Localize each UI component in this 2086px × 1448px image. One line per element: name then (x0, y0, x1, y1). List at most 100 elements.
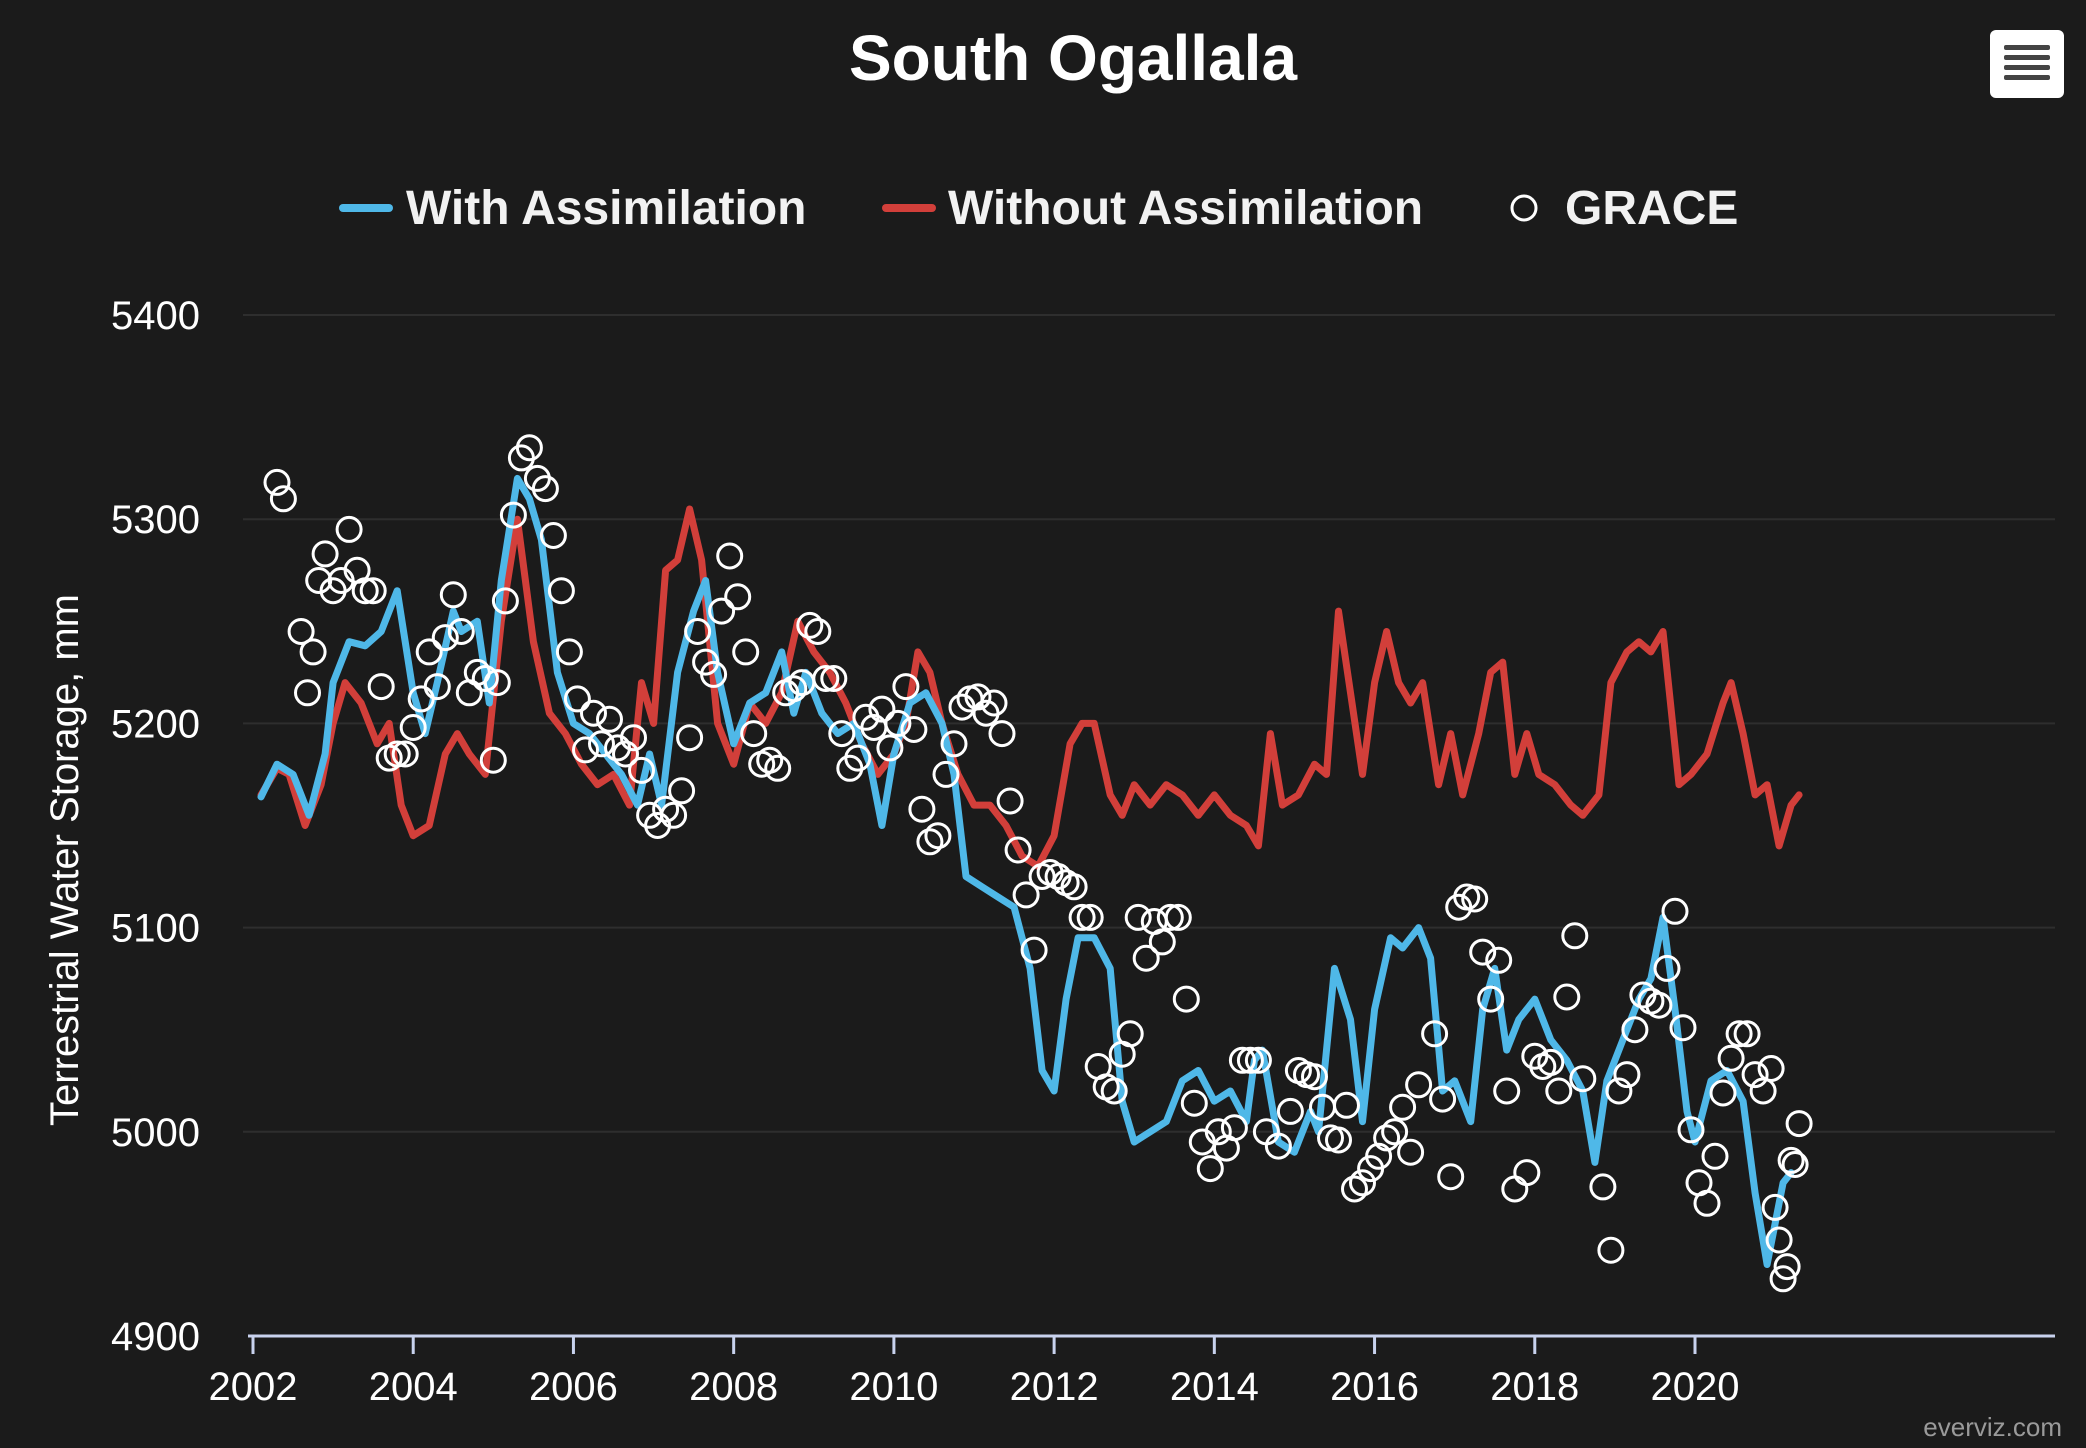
grace-point[interactable] (1421, 1020, 1449, 1048)
grace-point[interactable] (1605, 1077, 1633, 1105)
grace-point[interactable] (820, 665, 848, 692)
grace-point[interactable] (335, 515, 363, 543)
grace-point[interactable] (796, 611, 824, 639)
grace-point[interactable] (1220, 1114, 1248, 1142)
grace-point[interactable] (1397, 1138, 1425, 1166)
grace-point[interactable] (1100, 1077, 1128, 1105)
grace-point[interactable] (1020, 936, 1048, 964)
grace-point[interactable] (1589, 1173, 1617, 1201)
grace-point[interactable] (1264, 1132, 1292, 1160)
menu-button-background[interactable] (1990, 30, 2064, 98)
grace-point[interactable] (916, 828, 944, 856)
grace-point[interactable] (1228, 1046, 1256, 1074)
grace-point[interactable] (732, 638, 760, 666)
grace-point[interactable] (1405, 1071, 1433, 1099)
grace-point[interactable] (580, 699, 607, 727)
series-line-with-assimilation[interactable] (257, 474, 1795, 1268)
grace-point[interactable] (471, 665, 499, 692)
grace-point[interactable] (1501, 1175, 1529, 1203)
grace-point[interactable] (439, 581, 467, 609)
grace-point[interactable] (668, 777, 696, 805)
grace-point[interactable] (1437, 1163, 1465, 1191)
grace-point[interactable] (269, 485, 297, 513)
grace-point[interactable] (1725, 1020, 1753, 1048)
grace-point[interactable] (1477, 985, 1505, 1013)
grace-point[interactable] (660, 801, 688, 829)
grace-point[interactable] (1196, 1155, 1224, 1183)
grace-point[interactable] (684, 618, 712, 645)
grace-point[interactable] (1204, 1118, 1232, 1146)
grace-point[interactable] (1461, 885, 1489, 913)
grace-point[interactable] (1545, 1077, 1573, 1105)
legend-item-without-assimilation[interactable]: Without Assimilation (882, 182, 1423, 235)
grace-point[interactable] (1513, 1159, 1541, 1187)
grace-point[interactable] (1124, 903, 1152, 931)
grace-point[interactable] (988, 720, 1016, 748)
grace-point[interactable] (1429, 1085, 1457, 1113)
grace-point[interactable] (1485, 946, 1513, 974)
grace-point[interactable] (940, 730, 968, 758)
grace-point[interactable] (1325, 1126, 1352, 1154)
grace-point[interactable] (299, 638, 327, 666)
credits-link[interactable]: everviz.com (1923, 1412, 2062, 1442)
grace-point[interactable] (391, 740, 419, 768)
grace-point[interactable] (1733, 1020, 1761, 1048)
grace-point[interactable] (555, 638, 583, 666)
grace-point[interactable] (1777, 1146, 1805, 1174)
grace-point[interactable] (1164, 903, 1192, 931)
grace-point[interactable] (1569, 1065, 1597, 1093)
grace-point[interactable] (652, 795, 680, 823)
grace-point[interactable] (908, 795, 936, 823)
grace-point[interactable] (1381, 1118, 1409, 1146)
grace-point[interactable] (756, 746, 784, 774)
grace-point[interactable] (980, 689, 1008, 717)
grace-point[interactable] (1765, 1226, 1793, 1254)
grace-point[interactable] (1301, 1063, 1328, 1091)
grace-point[interactable] (1741, 1061, 1769, 1089)
legend-item-grace[interactable]: GRACE (1510, 182, 1738, 235)
grace-point[interactable] (844, 744, 872, 772)
grace-point[interactable] (1060, 873, 1088, 901)
grace-point[interactable] (764, 754, 792, 782)
grace-point[interactable] (1561, 922, 1589, 950)
grace-point[interactable] (1341, 1175, 1368, 1203)
series-line-without-assimilation[interactable] (257, 505, 1803, 870)
grace-point[interactable] (1553, 983, 1581, 1011)
grace-point[interactable] (415, 638, 443, 666)
grace-point[interactable] (399, 714, 427, 741)
grace-point[interactable] (1373, 1124, 1401, 1152)
grace-point[interactable] (491, 587, 519, 615)
grace-point[interactable] (547, 577, 575, 605)
grace-point[interactable] (1148, 928, 1176, 956)
grace-point[interactable] (676, 724, 704, 752)
grace-point[interactable] (1785, 1110, 1813, 1138)
grace-point[interactable] (708, 597, 736, 625)
grace-point[interactable] (1645, 991, 1673, 1019)
grace-point[interactable] (499, 501, 527, 529)
grace-point[interactable] (539, 522, 567, 549)
grace-point[interactable] (1333, 1091, 1360, 1119)
grace-point[interactable] (1717, 1044, 1745, 1072)
grace-point[interactable] (383, 740, 411, 768)
grace-point[interactable] (1621, 1016, 1649, 1044)
grace-point[interactable] (367, 673, 395, 701)
grace-point[interactable] (876, 734, 904, 762)
grace-point[interactable] (780, 675, 808, 703)
grace-point[interactable] (1012, 881, 1040, 909)
grace-point[interactable] (572, 736, 599, 764)
grace-point[interactable] (996, 787, 1024, 815)
grace-point[interactable] (932, 760, 960, 788)
grace-point[interactable] (311, 540, 339, 568)
grace-point[interactable] (287, 618, 315, 645)
grace-point[interactable] (423, 673, 451, 701)
grace-point[interactable] (1537, 1048, 1565, 1076)
grace-point[interactable] (1156, 903, 1184, 931)
grace-point[interactable] (1493, 1077, 1521, 1105)
grace-point[interactable] (1597, 1236, 1625, 1264)
grace-point[interactable] (263, 468, 291, 496)
grace-point[interactable] (884, 709, 912, 737)
grace-point[interactable] (1116, 1020, 1144, 1048)
grace-point[interactable] (812, 665, 840, 692)
grace-point[interactable] (1677, 1116, 1705, 1144)
grace-point[interactable] (1180, 1089, 1208, 1117)
